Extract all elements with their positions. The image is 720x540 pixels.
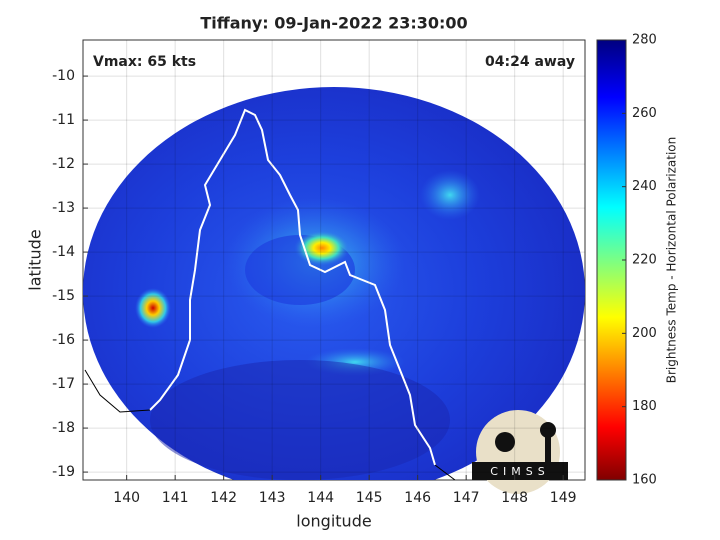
x-tick-label: 143 — [259, 490, 286, 506]
logo-text: CIMSS — [490, 465, 549, 478]
x-tick-label: 147 — [453, 490, 480, 506]
x-tick-label: 144 — [307, 490, 334, 506]
colorbar-tick-label: 240 — [632, 179, 657, 194]
colorbar — [596, 39, 627, 481]
annotation: Vmax: 65 kts — [93, 54, 196, 70]
x-tick-label: 145 — [356, 490, 383, 506]
colorbar-tick-label: 220 — [632, 253, 657, 268]
colorbar-tick-label: 200 — [632, 326, 657, 341]
colorbar-tick-label: 260 — [632, 106, 657, 121]
x-tick-label: 148 — [501, 490, 528, 506]
y-tick-label: -15 — [52, 288, 75, 304]
y-axis-label: latitude — [26, 229, 45, 290]
x-tick-label: 146 — [404, 490, 431, 506]
y-tick-label: -19 — [52, 464, 75, 480]
y-tick-label: -18 — [52, 420, 75, 436]
colorbar-tick-label: 180 — [632, 399, 657, 414]
colorbar-label: Brightness Temp - Horizontal Polarizatio… — [665, 137, 679, 384]
y-tick-label: -16 — [52, 332, 75, 348]
x-tick-label: 140 — [113, 490, 140, 506]
chart-title: Tiffany: 09-Jan-2022 23:30:00 — [200, 14, 467, 33]
y-tick-label: -12 — [52, 156, 75, 172]
y-tick-label: -10 — [52, 68, 75, 84]
y-tick-label: -14 — [52, 244, 75, 260]
colorbar-tick-label: 280 — [632, 33, 657, 48]
cimss-logo: CIMSS — [472, 410, 568, 494]
colorbar-tick-label: 160 — [632, 473, 657, 488]
x-tick-label: 149 — [550, 490, 577, 506]
x-tick-label: 141 — [162, 490, 189, 506]
y-tick-label: -11 — [52, 112, 75, 128]
satellite-image — [83, 87, 585, 480]
annotation: 04:24 away — [485, 54, 575, 70]
x-tick-label: 142 — [210, 490, 237, 506]
y-tick-label: -17 — [52, 376, 75, 392]
x-axis-label: longitude — [296, 512, 371, 531]
y-tick-label: -13 — [52, 200, 75, 216]
